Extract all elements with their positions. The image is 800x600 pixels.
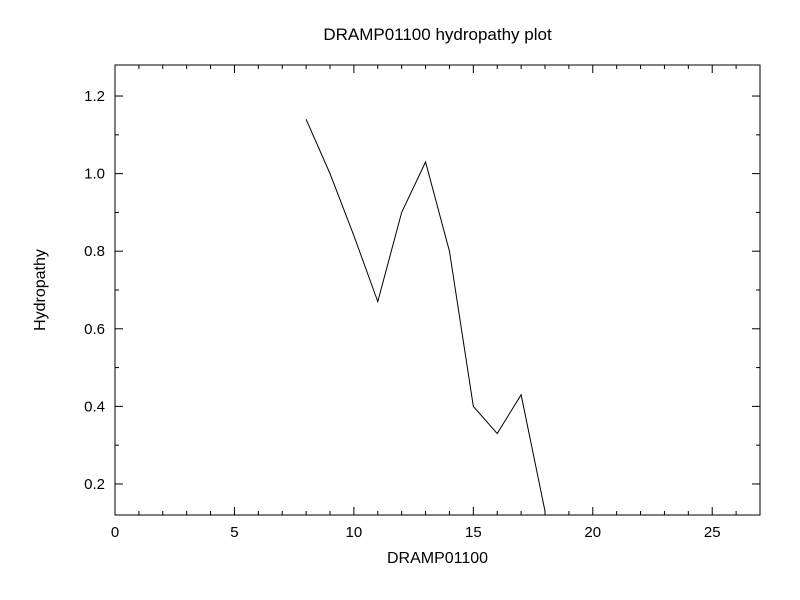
y-axis-label: Hydropathy xyxy=(32,249,49,331)
x-tick-label: 10 xyxy=(346,524,363,541)
x-tick-label: 20 xyxy=(584,524,601,541)
y-tick-label: 0.2 xyxy=(84,476,105,493)
y-tick-label: 1.2 xyxy=(84,88,105,105)
plot-border xyxy=(115,65,760,515)
y-tick-label: 0.4 xyxy=(84,398,105,415)
chart-title: DRAMP01100 hydropathy plot xyxy=(323,25,552,44)
y-tick-label: 0.6 xyxy=(84,321,105,338)
data-series-line xyxy=(306,119,545,511)
x-tick-label: 5 xyxy=(230,524,238,541)
y-tick-label: 0.8 xyxy=(84,243,105,260)
x-tick-label: 0 xyxy=(111,524,119,541)
hydropathy-chart: 0 5 10 15 20 25 0.2 0.4 0.6 0.8 1.0 1.2 DRAMP01100 h… xyxy=(0,0,800,600)
x-tick-label: 15 xyxy=(465,524,482,541)
x-tick-label: 25 xyxy=(704,524,721,541)
chart-container: 0 5 10 15 20 25 0.2 0.4 0.6 0.8 1.0 1.2 DRAMP01100 h… xyxy=(0,0,800,600)
x-axis-label: DRAMP01100 xyxy=(387,550,488,567)
y-tick-label: 1.0 xyxy=(84,166,105,183)
